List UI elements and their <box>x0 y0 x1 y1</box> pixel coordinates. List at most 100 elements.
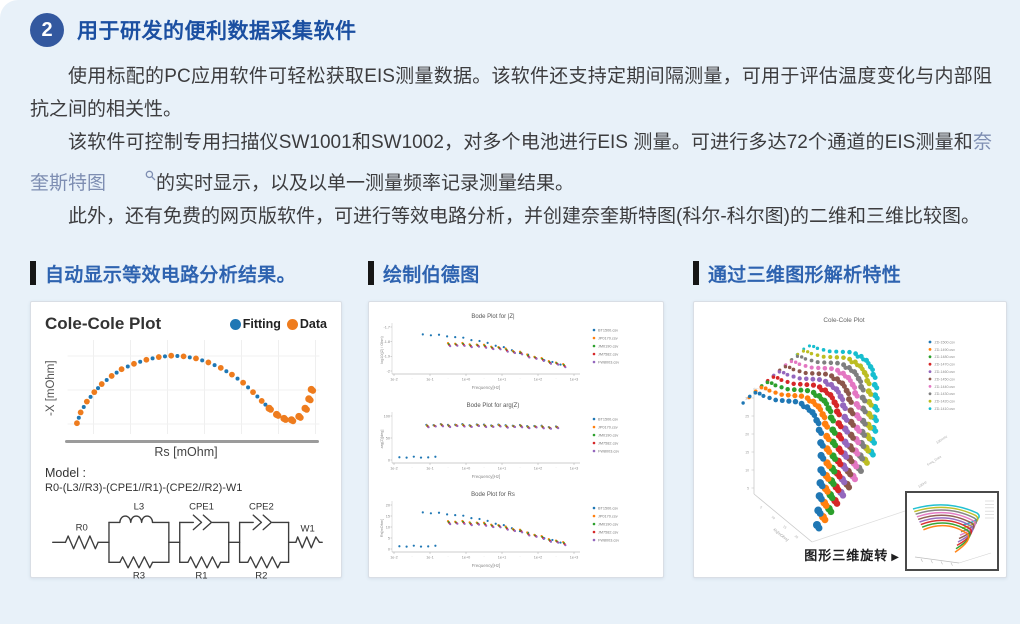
equivalent-circuit-diagram: R0 L3 R3 CPE1 R1 CPE2 R2 W1 <box>52 502 323 582</box>
svg-text:Bode Plot for arg(Z): Bode Plot for arg(Z) <box>467 403 520 409</box>
rotated-view-thumbnail[interactable] <box>905 491 999 571</box>
svg-text:5: 5 <box>388 536 390 540</box>
svg-text:Cole-Cole Plot: Cole-Cole Plot <box>823 317 864 324</box>
svg-text:Rs[mOhm]: Rs[mOhm] <box>772 528 789 543</box>
svg-text:·: · <box>555 555 556 559</box>
svg-text:1e+3: 1e+3 <box>570 467 579 471</box>
rotate-3d-label[interactable]: 图形三维旋转 <box>804 548 889 563</box>
svg-text:ZD-1410.csv: ZD-1410.csv <box>935 407 956 411</box>
cole-xaxis <box>65 440 319 443</box>
svg-text:100Hz: 100Hz <box>917 480 928 489</box>
svg-text:10: 10 <box>386 525 390 529</box>
bode-subplot: Bode Plot for Rs Rs[mOhm] 20 15 10 5 0 1e-2 · 1e-… <box>380 492 619 568</box>
circuit-label-cpe2: CPE2 <box>249 502 274 513</box>
paragraph-3: 此外，还有免费的网页版软件，可进行等效电路分析，并创建奈奎斯特图(科尔-科尔图)… <box>68 206 980 227</box>
svg-text:·: · <box>519 377 520 381</box>
section-number-badge: 2 <box>30 13 64 47</box>
svg-text:0: 0 <box>388 547 390 551</box>
svg-text:Bode Plot for |Z|: Bode Plot for |Z| <box>471 314 515 320</box>
bode-subplot: Bode Plot for |Z| log10(|Z| / Ohm) -1.7 -1.… <box>380 314 619 390</box>
circuit-label-r0: R0 <box>76 523 88 534</box>
svg-text:ZD-1430.csv: ZD-1430.csv <box>935 392 956 396</box>
svg-text:JM0190.csv: JM0190.csv <box>598 433 618 437</box>
svg-text:1e+2: 1e+2 <box>534 378 543 382</box>
svg-text:·: · <box>447 466 448 470</box>
svg-text:·: · <box>483 466 484 470</box>
svg-text:10: 10 <box>745 468 749 472</box>
svg-text:JM7582.csv: JM7582.csv <box>598 530 618 534</box>
cole-ylabel: -X [mOhm] <box>45 360 57 416</box>
svg-text:·: · <box>483 377 484 381</box>
svg-text:·: · <box>411 555 412 559</box>
nyquist-link-label[interactable]: 奈奎斯特图 <box>30 132 992 194</box>
svg-text:100: 100 <box>384 414 390 418</box>
svg-text:-1.7: -1.7 <box>383 325 390 329</box>
svg-text:15: 15 <box>782 525 787 530</box>
panel-heading-right: 通过三维图形解析特性 <box>693 260 1007 286</box>
svg-text:ZD-1460.csv: ZD-1460.csv <box>935 370 956 374</box>
svg-text:20: 20 <box>386 503 390 507</box>
svg-text:JM7582.csv: JM7582.csv <box>598 352 618 356</box>
svg-text:1e-1: 1e-1 <box>426 378 434 382</box>
circuit-label-cpe1: CPE1 <box>189 502 214 513</box>
svg-text:1e-2: 1e-2 <box>390 378 398 382</box>
svg-text:1e+0: 1e+0 <box>462 556 471 560</box>
svg-text:20: 20 <box>794 534 799 539</box>
panel-heading-right-label: 通过三维图形解析特性 <box>708 264 902 286</box>
svg-text:-2: -2 <box>387 369 390 373</box>
svg-text:1e+0: 1e+0 <box>462 467 471 471</box>
svg-text:1e+1: 1e+1 <box>498 556 507 560</box>
svg-text:1e+3: 1e+3 <box>570 556 579 560</box>
svg-text:1e+0: 1e+0 <box>462 378 471 382</box>
svg-text:1e-1: 1e-1 <box>426 467 434 471</box>
svg-text:0: 0 <box>388 458 390 462</box>
svg-text:·: · <box>519 466 520 470</box>
circuit-label-r2: R2 <box>255 571 267 582</box>
legend-item: Data <box>286 317 327 331</box>
svg-text:100mHz: 100mHz <box>935 434 948 444</box>
cole-cole-plot <box>67 340 320 434</box>
svg-text:·: · <box>411 377 412 381</box>
circuit-label-r1: R1 <box>195 571 207 582</box>
heading-bar <box>368 261 374 285</box>
legend-item: Fitting <box>229 317 281 331</box>
panel-heading-left-label: 自动显示等效电路分析结果。 <box>45 264 296 286</box>
rotate-3d-button[interactable]: 图形三维旋转 ▶ <box>804 545 900 564</box>
svg-text:30: 30 <box>745 396 749 400</box>
svg-text:20: 20 <box>745 432 749 436</box>
heading-bar <box>30 261 36 285</box>
svg-text:5: 5 <box>747 486 749 490</box>
svg-text:-1.8: -1.8 <box>383 340 390 344</box>
svg-text:Frequency[Hz]: Frequency[Hz] <box>472 385 501 390</box>
panel-heading-middle: 绘制伯德图 <box>368 260 664 286</box>
heading-bar <box>693 261 699 285</box>
svg-text:50: 50 <box>386 436 390 440</box>
svg-text:1e-2: 1e-2 <box>390 467 398 471</box>
svg-text:1e+1: 1e+1 <box>498 378 507 382</box>
svg-text:1e+2: 1e+2 <box>534 467 543 471</box>
bode-card: Bode Plot for |Z| log10(|Z| / Ohm) -1.7 -1.… <box>368 301 664 578</box>
svg-text:·: · <box>519 555 520 559</box>
svg-text:ZD-1470.csv: ZD-1470.csv <box>935 363 956 367</box>
svg-text:Freq_Data: Freq_Data <box>926 455 942 467</box>
paragraph-2-post: 的实时显示，以及以单一测量频率记录测量结果。 <box>156 173 575 194</box>
svg-text:arg(Z)[deg]: arg(Z)[deg] <box>380 430 384 449</box>
svg-text:BT1500.csv: BT1500.csv <box>598 506 618 510</box>
cole-plot-legend: Fitting Data <box>229 317 327 331</box>
bode-plots: Bode Plot for |Z| log10(|Z| / Ohm) -1.7 -1.… <box>378 310 654 577</box>
search-icon <box>107 159 156 192</box>
cole-plot-title: Cole-Cole Plot <box>45 314 162 333</box>
svg-text:25: 25 <box>745 414 749 418</box>
svg-text:·: · <box>411 466 412 470</box>
nyquist-link[interactable]: 奈奎斯特图 <box>30 132 992 194</box>
svg-text:ZD-1450.csv: ZD-1450.csv <box>935 377 956 381</box>
svg-text:ZD-1490.csv: ZD-1490.csv <box>935 348 956 352</box>
paragraph-2-pre: 该软件可控制专用扫描仪SW1001和SW1002，对多个电池进行EIS 测量。可… <box>68 132 973 153</box>
svg-text:ZD-1500.csv: ZD-1500.csv <box>935 340 956 344</box>
svg-text:JM0190.csv: JM0190.csv <box>598 522 618 526</box>
panel-bode: 绘制伯德图 Bode Plot for |Z| log10(|Z| / Ohm) -… <box>368 260 664 578</box>
circuit-label-l3: L3 <box>134 502 145 513</box>
cole-xlabel: Rs [mOhm] <box>154 445 218 459</box>
plot3d-card: Cole-Cole Plot 30 25 20 15 10 5 5 10 15 20 Rs[mOhm]… <box>693 301 1007 578</box>
